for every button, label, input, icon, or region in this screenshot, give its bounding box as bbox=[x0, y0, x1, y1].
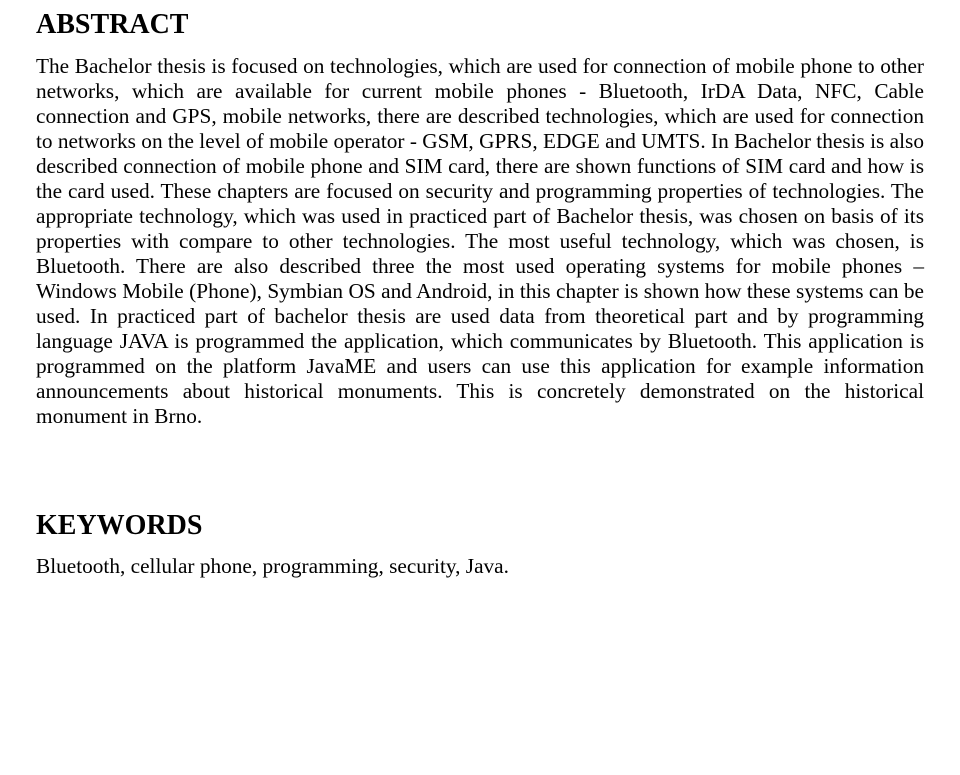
abstract-heading: ABSTRACT bbox=[36, 8, 924, 42]
keywords-body: Bluetooth, cellular phone, programming, … bbox=[36, 554, 924, 579]
abstract-body: The Bachelor thesis is focused on techno… bbox=[36, 54, 924, 429]
document-page: ABSTRACT The Bachelor thesis is focused … bbox=[0, 0, 960, 775]
keywords-heading: KEYWORDS bbox=[36, 509, 924, 543]
